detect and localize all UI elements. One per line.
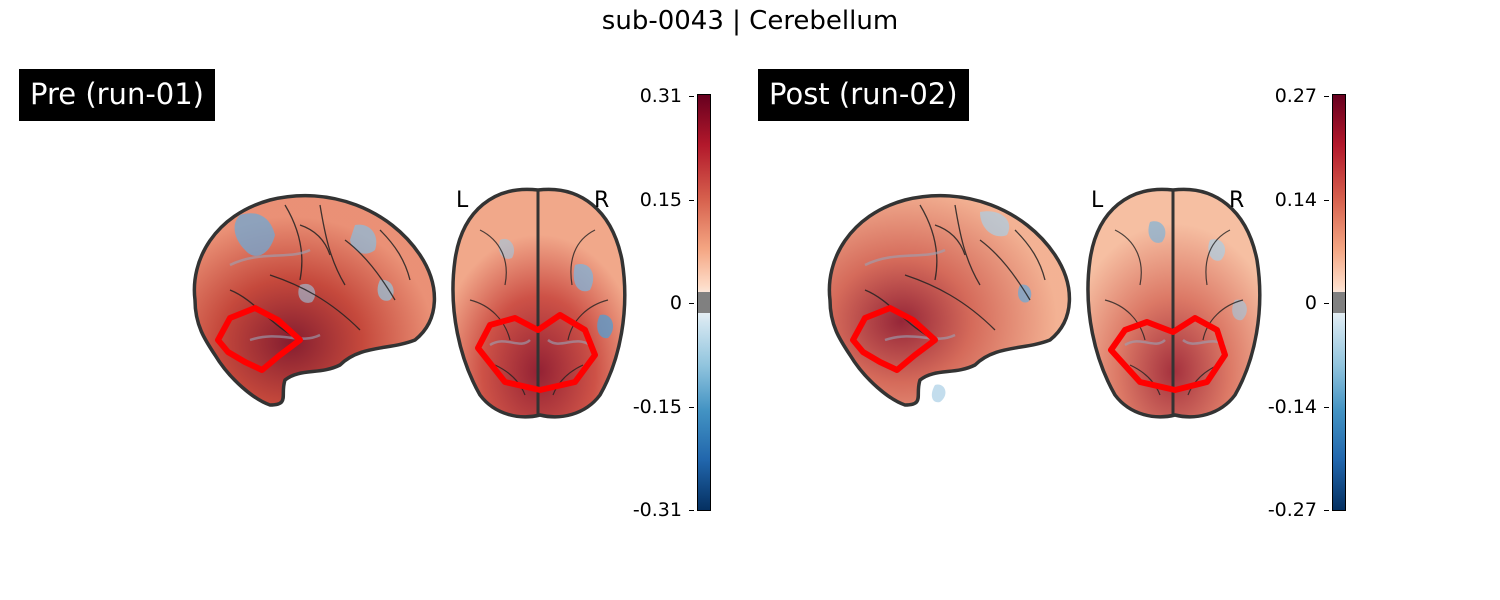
orientation-left-label-post: L bbox=[1091, 188, 1104, 213]
axial-view-post bbox=[1086, 187, 1262, 419]
colorbar-tick-zero-pre: 0 bbox=[602, 292, 694, 314]
sagittal-view-pre bbox=[192, 193, 437, 407]
brain-glass-views-pre bbox=[192, 187, 627, 419]
panel-post: Post (run-02) bbox=[635, 0, 1346, 600]
colorbar-pre bbox=[697, 94, 711, 511]
colorbar-tick-upper-post: 0.14 bbox=[1237, 189, 1329, 211]
colorbar-threshold-band bbox=[1333, 292, 1345, 313]
colorbar-tick-lower-post: -0.14 bbox=[1237, 396, 1329, 418]
sagittal-view-post bbox=[827, 193, 1072, 407]
colorbar-tick-min-post: -0.27 bbox=[1237, 499, 1329, 521]
panel-label-post: Post (run-02) bbox=[758, 69, 969, 121]
colorbar-threshold-band bbox=[698, 292, 710, 313]
colorbar-tick-lower-pre: -0.15 bbox=[602, 396, 694, 418]
orientation-right-label-pre: R bbox=[594, 188, 610, 213]
colorbar-tick-min-pre: -0.31 bbox=[602, 499, 694, 521]
colorbar-tick-max-pre: 0.31 bbox=[602, 85, 694, 107]
colorbar-tick-zero-post: 0 bbox=[1237, 292, 1329, 314]
panel-pre: Pre (run-01) bbox=[0, 0, 711, 600]
figure-title: sub-0043 | Cerebellum bbox=[601, 6, 899, 36]
orientation-right-label-post: R bbox=[1229, 188, 1245, 213]
colorbar-tick-max-post: 0.27 bbox=[1237, 85, 1329, 107]
colorbar-tick-upper-pre: 0.15 bbox=[602, 189, 694, 211]
orientation-left-label-pre: L bbox=[456, 188, 469, 213]
colorbar-post bbox=[1332, 94, 1346, 511]
panel-label-pre: Pre (run-01) bbox=[19, 69, 215, 121]
brain-glass-views-post bbox=[827, 187, 1262, 419]
axial-view-pre bbox=[451, 187, 627, 419]
